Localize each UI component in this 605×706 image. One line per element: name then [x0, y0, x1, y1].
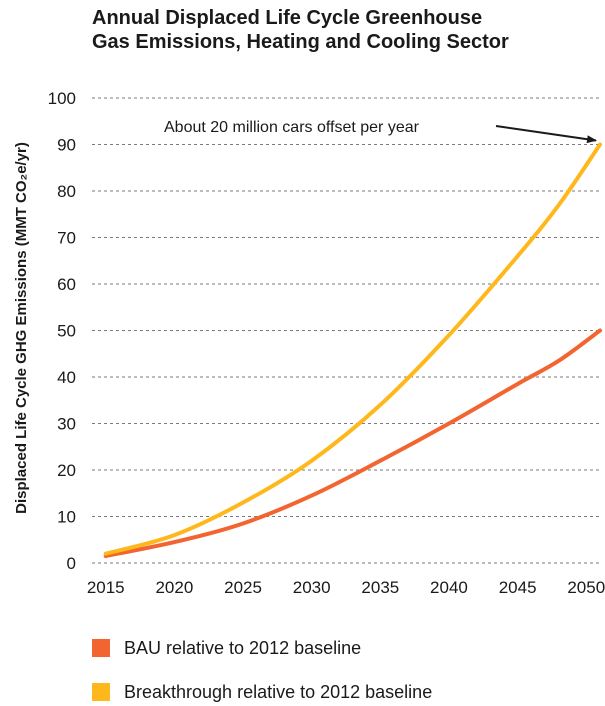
y-tick-label: 10: [57, 508, 76, 527]
x-axis-tick-labels: 2015 2020 2025 2030 2035 2040 2045 2050: [87, 578, 605, 597]
series-line-bau: [103, 328, 602, 559]
legend-label-breakthrough: Breakthrough relative to 2012 baseline: [124, 682, 433, 702]
x-tick-label: 2045: [499, 578, 537, 597]
y-tick-label: 20: [57, 461, 76, 480]
y-tick-label: 90: [57, 136, 76, 155]
x-tick-label: 2040: [430, 578, 468, 597]
y-tick-label: 80: [57, 182, 76, 201]
chart-title-line-2: Gas Emissions, Heating and Cooling Secto…: [92, 31, 509, 53]
series-lines: [103, 142, 602, 559]
x-tick-label: 2050: [567, 578, 605, 597]
y-axis-label: Displaced Life Cycle GHG Emissions (MMT …: [13, 142, 30, 514]
annotation-text: About 20 million cars offset per year: [164, 119, 420, 136]
legend-label-bau: BAU relative to 2012 baseline: [124, 638, 362, 658]
y-tick-label: 60: [57, 275, 76, 294]
y-tick-label: 70: [57, 229, 76, 248]
y-tick-label: 50: [57, 322, 76, 341]
y-axis-tick-labels: 0 10 20 30 40 50 60 70 80 90 100: [48, 89, 76, 573]
grid-lines: [92, 97, 600, 564]
x-tick-label: 2020: [155, 578, 193, 597]
y-tick-label: 0: [67, 554, 76, 573]
series-line-breakthrough: [103, 142, 602, 556]
annotation-arrow: [495, 125, 597, 144]
chart-title-line-1: Annual Displaced Life Cycle Greenhouse: [92, 7, 483, 29]
x-tick-label: 2015: [87, 578, 125, 597]
legend-swatch-breakthrough: [92, 683, 110, 701]
y-tick-label: 30: [57, 415, 76, 434]
x-tick-label: 2025: [224, 578, 262, 597]
x-tick-label: 2035: [361, 578, 399, 597]
annotation: About 20 million cars offset per year: [164, 119, 597, 144]
y-tick-label: 100: [48, 89, 76, 108]
y-tick-label: 40: [57, 368, 76, 387]
legend-swatch-bau: [92, 639, 110, 657]
x-tick-label: 2030: [293, 578, 331, 597]
chart-title: Annual Displaced Life Cycle Greenhouse G…: [92, 6, 592, 54]
